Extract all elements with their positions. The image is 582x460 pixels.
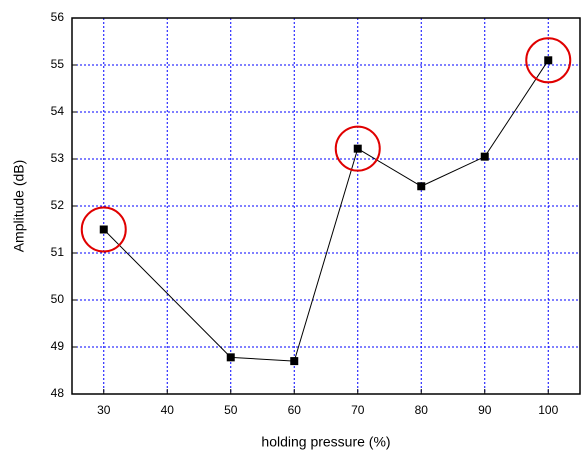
x-tick-label: 30: [97, 403, 111, 417]
data-point: [417, 182, 426, 191]
y-tick-label: 53: [51, 151, 65, 165]
data-point: [544, 56, 553, 65]
x-tick-label: 50: [224, 403, 238, 417]
highlight-circle: [80, 206, 127, 253]
x-axis-title: holding pressure (%): [261, 434, 390, 450]
x-tick-label: 80: [415, 403, 429, 417]
y-tick-label: 48: [51, 386, 65, 400]
series-line: [103, 60, 549, 362]
highlight-circle: [334, 125, 381, 172]
y-tick-label: 52: [51, 198, 65, 212]
y-tick-label: 49: [51, 339, 65, 353]
data-point: [353, 144, 362, 153]
x-tick-label: 100: [538, 403, 558, 417]
y-tick-label: 51: [51, 245, 65, 259]
data-point: [480, 152, 489, 161]
data-point: [290, 357, 299, 366]
y-tick-label: 56: [51, 10, 65, 24]
y-axis-title: Amplitude (dB): [11, 160, 27, 253]
x-tick-label: 90: [478, 403, 492, 417]
highlight-circle: [525, 37, 572, 84]
x-tick-label: 40: [161, 403, 175, 417]
y-tick-label: 54: [51, 104, 65, 118]
data-point: [226, 353, 235, 362]
y-tick-label: 55: [51, 57, 65, 71]
plot-frame: [71, 17, 581, 395]
data-point: [99, 225, 108, 234]
x-tick-label: 70: [351, 403, 365, 417]
y-tick-label: 50: [51, 292, 65, 306]
x-tick-label: 60: [288, 403, 302, 417]
